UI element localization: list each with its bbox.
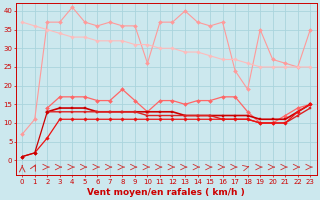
- X-axis label: Vent moyen/en rafales ( km/h ): Vent moyen/en rafales ( km/h ): [87, 188, 245, 197]
